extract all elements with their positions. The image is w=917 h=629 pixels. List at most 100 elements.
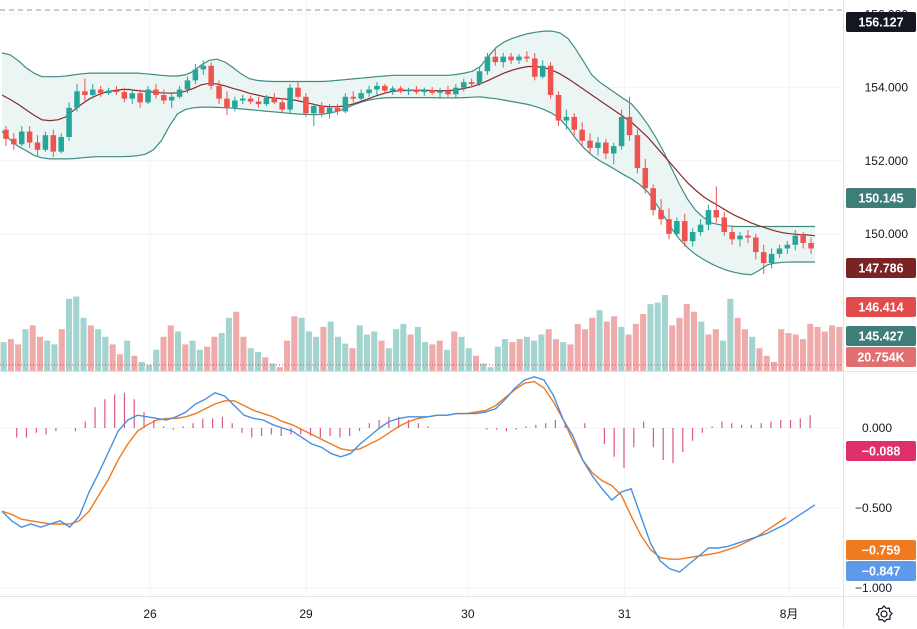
price-badge-bg — [846, 12, 916, 32]
volume-bar — [342, 343, 349, 371]
candle — [161, 95, 167, 101]
volume-bar — [284, 340, 291, 371]
macd-badge[interactable]: −0.759 — [846, 540, 916, 560]
volume-bar — [109, 344, 116, 371]
volume-badge-text: 145.427 — [858, 330, 903, 344]
candle — [295, 87, 301, 97]
volume-bar — [567, 344, 574, 371]
candle — [342, 96, 349, 112]
macd-line — [1, 376, 816, 573]
candle — [271, 97, 278, 103]
candle — [287, 87, 293, 110]
candle — [3, 129, 9, 139]
price-badge[interactable]: 150.145 — [846, 188, 916, 208]
volume-bar — [545, 329, 552, 371]
volume-bar — [160, 336, 167, 371]
volume-bar — [334, 336, 341, 371]
candle — [224, 98, 230, 108]
candle — [382, 85, 388, 91]
bollinger-lower-line — [1, 96, 815, 276]
macd-badge[interactable]: −0.847 — [846, 561, 916, 581]
volume-bar — [560, 342, 567, 371]
candle — [729, 232, 735, 240]
price-tick-label: 152.000 — [865, 154, 909, 168]
volume-bar — [778, 329, 785, 371]
candle — [192, 69, 199, 81]
volume-bar — [741, 329, 748, 371]
volume-bar — [407, 334, 414, 371]
macd-histogram — [16, 392, 811, 468]
volume-bar — [531, 340, 538, 371]
candle — [26, 131, 33, 143]
candle — [650, 188, 656, 211]
candle — [445, 90, 451, 95]
candle — [737, 235, 743, 240]
candle — [113, 90, 120, 93]
volume-bar — [145, 364, 153, 371]
volume-badge[interactable]: 145.427 — [846, 326, 916, 346]
volume-bar — [676, 317, 683, 371]
candle — [247, 98, 254, 102]
candle — [413, 89, 420, 93]
volume-bar — [727, 298, 734, 371]
price-badge[interactable]: 146.414 — [846, 297, 916, 317]
volume-bar — [669, 325, 676, 371]
candle — [350, 96, 357, 99]
macd-tick-label: −1.000 — [855, 581, 892, 595]
candle — [18, 131, 25, 145]
bollinger-band-fill — [2, 31, 815, 275]
candle — [255, 101, 262, 105]
volume-bar — [102, 336, 109, 371]
candle — [745, 235, 751, 238]
candle — [603, 142, 609, 154]
candle — [642, 168, 649, 189]
candle — [334, 107, 341, 112]
volume-bar — [785, 333, 792, 371]
volume-bar — [814, 326, 821, 371]
candle — [429, 89, 435, 93]
candle — [66, 107, 72, 138]
price-badge[interactable]: 156.127 — [846, 12, 916, 32]
candle — [776, 248, 783, 254]
volume-bar — [298, 317, 305, 371]
volume-bar — [356, 325, 363, 371]
candle — [82, 91, 88, 95]
volume-bar — [378, 340, 385, 371]
volume-bar — [153, 349, 160, 371]
volume-bar — [116, 354, 123, 371]
macd-badge[interactable]: −0.088 — [846, 441, 916, 461]
macd-badge-bg — [846, 540, 916, 560]
price-badge[interactable]: 147.786 — [846, 258, 916, 278]
candle — [484, 56, 491, 72]
candle — [721, 217, 727, 233]
time-tick-label: 8月 — [780, 607, 799, 621]
candle — [168, 96, 175, 101]
candle — [539, 65, 546, 77]
volume-badge-bg — [846, 347, 916, 367]
volume-bar — [414, 326, 421, 371]
volume-bar — [276, 367, 283, 371]
volume-badge-text: 20.754K — [857, 351, 904, 365]
candle — [326, 107, 333, 114]
settings-gear-icon[interactable] — [874, 604, 894, 624]
price-tick-label: 154.000 — [865, 81, 909, 95]
candle — [579, 129, 585, 141]
volume-bar — [538, 334, 545, 371]
volume-bar — [400, 323, 407, 371]
macd-tick-label: −0.500 — [855, 501, 892, 515]
candle — [524, 56, 530, 59]
volume-bar — [698, 321, 705, 371]
volume-bar — [603, 321, 610, 371]
candle — [50, 135, 57, 152]
volume-badge[interactable]: 20.754K — [846, 347, 916, 367]
price-badge-bg — [846, 297, 916, 317]
candle — [397, 88, 404, 92]
volume-bar — [625, 334, 632, 371]
candle — [626, 116, 633, 136]
volume-bar — [451, 331, 458, 371]
volume-bar — [683, 304, 690, 371]
volume-bar — [349, 348, 356, 371]
volume-bar — [22, 329, 29, 371]
volume-bar — [763, 355, 770, 371]
